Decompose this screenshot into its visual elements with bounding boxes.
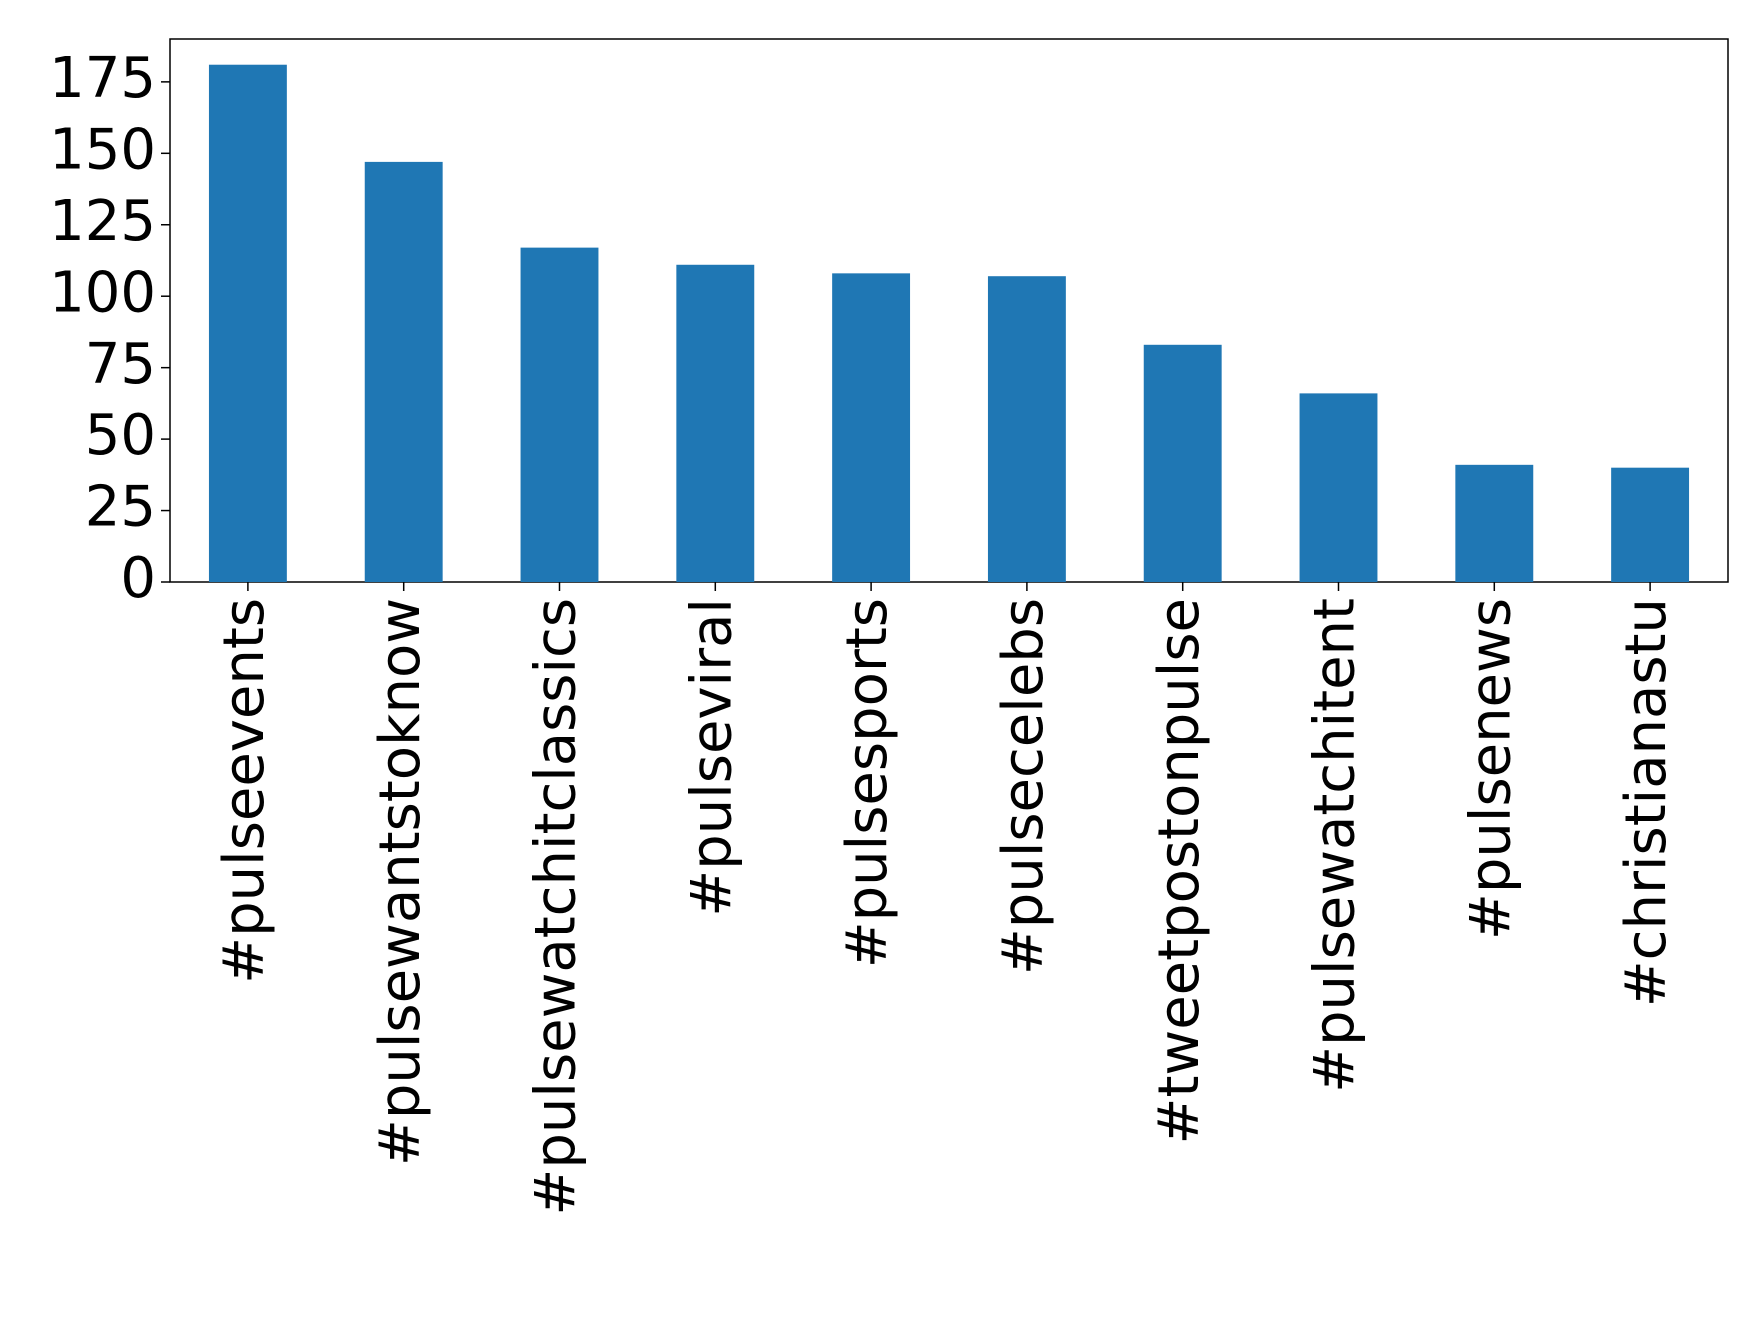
- bar: [1143, 344, 1222, 582]
- bar: [987, 276, 1066, 582]
- y-tick-label: 150: [49, 117, 156, 182]
- x-tick-label: #pulsecelebs: [991, 598, 1056, 975]
- bar: [208, 64, 287, 582]
- y-tick-label: 0: [120, 546, 156, 611]
- x-tick-label: #pulsewatchitent: [1303, 598, 1368, 1093]
- x-tick-label: #pulseevents: [212, 598, 277, 984]
- x-tick-label: #pulsewatchitclassics: [524, 598, 589, 1216]
- x-tick-label: #tweetpostonpulse: [1147, 598, 1212, 1144]
- y-tick-label: 125: [49, 189, 156, 254]
- bar: [676, 264, 755, 582]
- plot-frame: [169, 38, 1729, 583]
- y-tick-label: 175: [49, 46, 156, 111]
- y-tick-label: 50: [85, 403, 156, 468]
- x-tick-label: #pulseviral: [679, 598, 744, 917]
- bar: [1611, 467, 1690, 582]
- bar: [1299, 393, 1378, 582]
- x-tick-label: #pulsewantstoknow: [368, 598, 433, 1166]
- bar: [520, 247, 599, 582]
- y-tick-label: 75: [85, 332, 156, 397]
- bar: [1455, 464, 1534, 582]
- bar: [364, 161, 443, 583]
- bar: [832, 273, 911, 582]
- y-tick-label: 100: [49, 260, 156, 325]
- x-tick-label: #christianastu: [1614, 598, 1679, 1007]
- x-tick-label: #pulsenews: [1458, 598, 1523, 940]
- y-tick-label: 25: [85, 475, 156, 540]
- x-tick-label: #pulsesports: [835, 598, 900, 968]
